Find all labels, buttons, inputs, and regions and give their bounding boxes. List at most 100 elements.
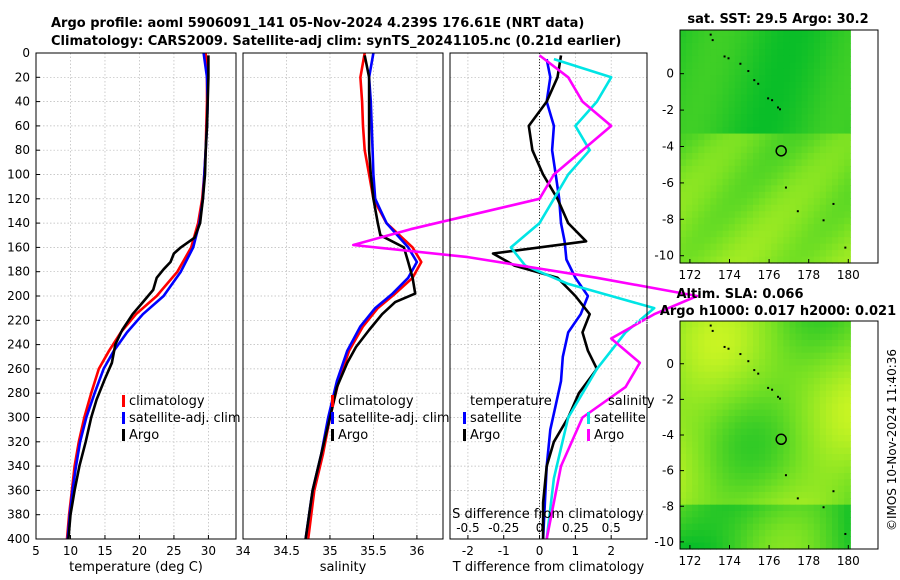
sla_map-cell — [771, 479, 778, 487]
sla_map-cell — [783, 441, 791, 449]
sla_map-cell — [801, 403, 809, 411]
sla_map-cell — [686, 441, 693, 449]
sst_map-cell — [807, 81, 815, 89]
sst_map-cell — [704, 178, 712, 186]
sla_map-cell — [765, 327, 772, 335]
sst_map-cell — [680, 107, 687, 115]
sst_map-cell — [771, 159, 778, 167]
sst_map-cell — [698, 159, 705, 167]
sst_map-cell — [807, 224, 815, 232]
sst_map-cell — [801, 243, 809, 251]
sst_map-cell — [832, 88, 839, 96]
sla_map-cell — [795, 346, 803, 354]
sst_map-cell — [704, 146, 712, 154]
sla_map-cell — [680, 352, 687, 360]
sst_map-cell — [844, 172, 851, 180]
sst_map-cell — [832, 250, 839, 258]
sla_map-cell — [825, 485, 833, 493]
sla_map-cell — [722, 390, 730, 398]
sst_map-cell — [752, 152, 760, 161]
sst_map-cell — [759, 94, 766, 102]
sla_map-cell — [771, 504, 778, 512]
sla_map-cell — [838, 498, 845, 506]
sst_map-cell — [759, 250, 766, 258]
sla_map-cell — [844, 523, 851, 531]
sla_map-cell — [686, 422, 693, 430]
sst_map-cell — [789, 62, 797, 70]
sst_map-cell — [825, 68, 833, 76]
sla_map-cell — [734, 403, 742, 411]
sla_map-cell — [686, 378, 693, 385]
sst_map-cell — [813, 256, 821, 264]
sla_map-cell — [807, 498, 815, 506]
sla_map-cell — [789, 504, 797, 512]
sla_map-cell — [813, 435, 821, 442]
sla_map-cell — [838, 479, 845, 487]
sst_map-cell — [795, 81, 803, 89]
sst_map-cell — [844, 243, 851, 251]
sla_map-cell — [746, 460, 754, 468]
sst_map-cell — [844, 230, 851, 238]
sla_map-cell — [692, 409, 699, 417]
sla_map-cell — [692, 454, 699, 461]
sst_map-cell — [680, 146, 687, 154]
sla_map-cell — [692, 428, 699, 436]
sla_map-cell — [704, 359, 712, 366]
sla_map-cell — [686, 333, 693, 341]
y-tick-label: 160 — [7, 240, 30, 254]
sla_map-cell — [838, 327, 845, 335]
sla_map-cell — [813, 409, 821, 417]
sst_map-cell — [704, 152, 712, 161]
sst_map-cell — [734, 133, 742, 141]
sst_map-cell — [825, 30, 833, 38]
sst_map-cell — [716, 256, 724, 264]
salinity-x-tick-label: 34 — [235, 544, 250, 558]
sla_map-cell — [692, 403, 699, 411]
sst_map-cell — [710, 107, 718, 115]
sla_map-cell — [765, 378, 772, 385]
sla_map-cell — [795, 409, 803, 417]
sst_map-cell — [765, 237, 772, 245]
island-marker — [771, 99, 774, 102]
sst_map-cell — [819, 198, 827, 206]
sla_map-cell — [752, 473, 760, 480]
sla_map-cell — [759, 321, 766, 328]
sla_map-cell — [680, 460, 687, 468]
sst_map-cell — [746, 230, 754, 238]
sla_map-cell — [680, 409, 687, 417]
salinity-frame — [242, 52, 444, 540]
sst_map-cell — [692, 88, 699, 96]
sst_map-cell — [686, 172, 693, 180]
sst_map-cell — [832, 152, 839, 161]
sla_map-cell — [734, 321, 742, 328]
sla_map-cell — [789, 365, 797, 373]
sla_map-cell — [722, 523, 730, 531]
sla_map-cell — [686, 397, 693, 404]
sla_map-cell — [704, 517, 712, 525]
sla_map-cell — [783, 498, 791, 506]
sst_map-cell — [777, 230, 784, 238]
sla_map-cell — [832, 428, 839, 436]
sst_map-cell — [844, 120, 851, 128]
top-tick-label: 0.25 — [562, 521, 589, 535]
temperature-legend-entry: Argo — [129, 428, 159, 443]
sla_map-cell — [844, 333, 851, 341]
sla_map-cell — [740, 492, 748, 499]
sst_map-cell — [728, 146, 736, 154]
sst_map-cell — [728, 49, 736, 57]
sla_map-cell — [752, 441, 760, 449]
sst_map-cell — [801, 146, 809, 154]
sst_map-cell — [813, 49, 821, 57]
sst_map-cell — [746, 75, 754, 83]
sla_map-cell — [795, 460, 803, 468]
sla_map-cell — [844, 498, 851, 506]
sla_map-cell — [801, 397, 809, 404]
sla_map-cell — [795, 542, 803, 550]
sst_map-cell — [716, 120, 724, 128]
sst_map-cell — [740, 159, 748, 167]
sla_map-cell — [844, 530, 851, 537]
sla_map-cell — [813, 378, 821, 385]
sla_map-cell — [686, 384, 693, 392]
sst_map-cell — [722, 30, 730, 38]
sla_map-cell — [838, 504, 845, 512]
